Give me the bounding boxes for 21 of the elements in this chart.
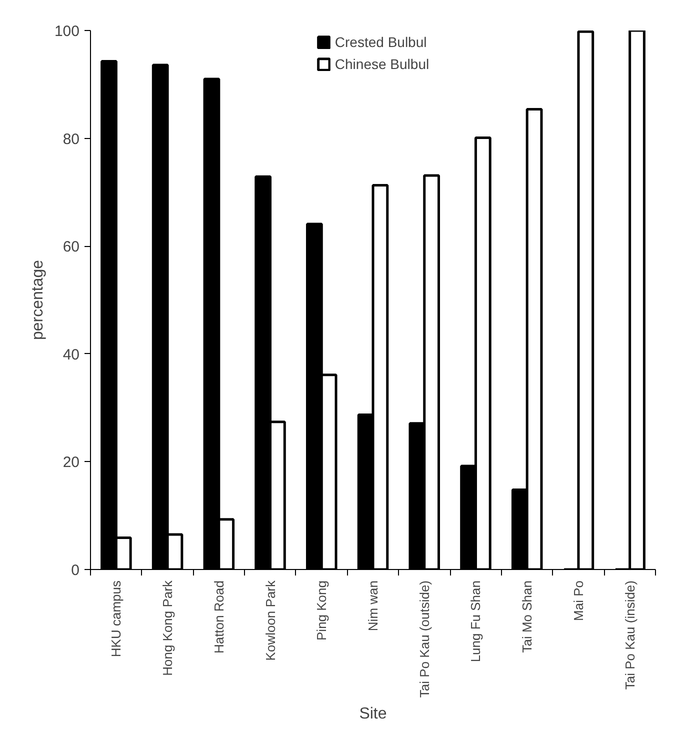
x-tick-label: Tai Po Kau (inside) [622, 580, 638, 690]
y-tick-label: 20 [62, 454, 80, 472]
x-tick-label: Lung Fu Shan [468, 580, 484, 662]
y-tick-label: 60 [62, 238, 80, 256]
y-tick-label: 0 [71, 562, 80, 579]
y-tick-label: 80 [62, 130, 80, 148]
x-tick-label: Kowloon Park [262, 580, 278, 661]
legend-label: Chinese Bulbul [334, 56, 430, 72]
x-tick-label: Tai Po Kau (outside) [416, 580, 432, 698]
x-tick-label: Tai Mo Shan [520, 580, 535, 653]
y-axis-title: percentage [29, 260, 46, 340]
x-tick-label: Hatton Road [211, 580, 226, 654]
y-tick-label: 40 [62, 346, 80, 364]
x-tick-label: Ping Kong [314, 580, 330, 640]
x-tick-label: Mai Po [570, 580, 586, 621]
x-tick-label: Nim wan [366, 580, 380, 632]
x-axis-title: Site [359, 706, 387, 723]
x-tick-label: HKU campus [108, 580, 124, 658]
legend-label: Crested Bulbul [334, 34, 427, 50]
x-tick-label: Hong Kong Park [160, 580, 176, 676]
y-tick-label: 100 [54, 23, 80, 40]
